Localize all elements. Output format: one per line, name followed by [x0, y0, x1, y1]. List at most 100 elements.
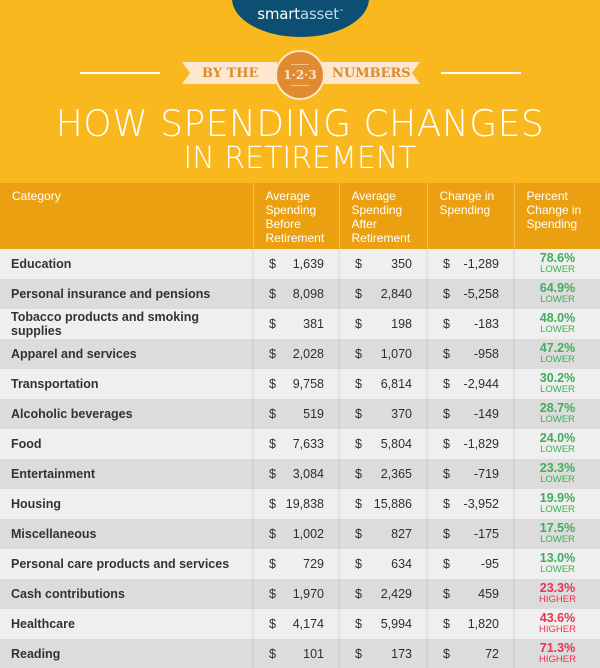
currency-symbol: $ — [443, 407, 450, 421]
currency-symbol: $ — [355, 527, 362, 541]
percent-change-cell: 47.2% LOWER — [514, 339, 600, 369]
after-retirement-cell: $2,429 — [339, 579, 428, 609]
currency-symbol: $ — [355, 467, 362, 481]
percent-value: 23.3% — [539, 581, 576, 595]
direction-label: LOWER — [540, 504, 575, 515]
currency-symbol: $ — [269, 467, 276, 481]
direction-label: LOWER — [540, 474, 575, 485]
direction-label: LOWER — [540, 534, 575, 545]
before-retirement-cell: $101 — [253, 639, 340, 668]
currency-symbol: $ — [443, 527, 450, 541]
page-title: HOW SPENDING CHANGES — [55, 103, 545, 146]
currency-symbol: $ — [355, 257, 362, 271]
before-retirement-value: 4,174 — [292, 617, 324, 631]
change-value: -719 — [473, 467, 499, 481]
before-retirement-value: 1,639 — [292, 257, 324, 271]
column-header-before: Average Spending Before Retirement — [253, 183, 340, 249]
change-value: -1,829 — [463, 437, 499, 451]
percent-change-cell: 48.0% LOWER — [514, 309, 600, 339]
change-cell: $ -5,258 — [427, 279, 515, 309]
currency-symbol: $ — [355, 347, 362, 361]
change-value: -95 — [480, 557, 499, 571]
category-cell: Reading — [0, 639, 254, 668]
currency-symbol: $ — [355, 407, 362, 421]
after-retirement-cell: $173 — [339, 639, 428, 668]
percent-change-cell: 19.9% LOWER — [514, 489, 600, 519]
before-retirement-value: 101 — [303, 647, 324, 661]
before-retirement-cell: $1,970 — [253, 579, 340, 609]
category-cell: Healthcare — [0, 609, 254, 639]
after-retirement-value: 6,814 — [380, 377, 412, 391]
direction-label: LOWER — [540, 414, 575, 425]
category-cell: Apparel and services — [0, 339, 254, 369]
smartasset-logo: smartasset™ — [232, 0, 369, 37]
column-header-percent: Percent Change in Spending — [514, 183, 600, 249]
currency-symbol: $ — [355, 437, 362, 451]
percent-value: 30.2% — [539, 371, 576, 385]
currency-symbol: $ — [355, 557, 362, 571]
page-subtitle: IN RETIREMENT — [183, 141, 417, 176]
percent-value: 71.3% — [539, 641, 576, 655]
before-retirement-value: 729 — [303, 557, 324, 571]
percent-change-cell: 17.5% LOWER — [514, 519, 600, 549]
change-cell: $ -1,289 — [427, 249, 515, 279]
change-value: -958 — [473, 347, 499, 361]
spending-table: Category Average Spending Before Retirem… — [0, 183, 600, 668]
change-value: -2,944 — [463, 377, 499, 391]
change-value: 72 — [485, 647, 499, 661]
direction-label: LOWER — [540, 444, 575, 455]
table-row: Personal care products and services $729 $… — [0, 549, 600, 579]
percent-value: 23.3% — [539, 461, 576, 475]
after-retirement-value: 350 — [391, 257, 412, 271]
percent-value: 48.0% — [539, 311, 576, 325]
percent-value: 28.7% — [539, 401, 576, 415]
logo-text: smartasset™ — [257, 5, 344, 23]
currency-symbol: $ — [269, 497, 276, 511]
before-retirement-cell: $3,084 — [253, 459, 340, 489]
currency-symbol: $ — [355, 317, 362, 331]
category-cell: Cash contributions — [0, 579, 254, 609]
change-cell: $ -149 — [427, 399, 515, 429]
percent-value: 19.9% — [539, 491, 576, 505]
change-value: -183 — [473, 317, 499, 331]
category-cell: Tobacco products and smoking supplies — [0, 309, 254, 339]
percent-change-cell: 30.2% LOWER — [514, 369, 600, 399]
banner-right-text: NUMBERS — [332, 65, 411, 81]
change-value: -149 — [473, 407, 499, 421]
currency-symbol: $ — [443, 437, 450, 451]
before-retirement-value: 19,838 — [285, 497, 324, 511]
after-retirement-value: 15,886 — [373, 497, 412, 511]
table-row: Entertainment $3,084 $2,365 $ -719 23.3% LOWER — [0, 459, 600, 489]
before-retirement-value: 9,758 — [292, 377, 324, 391]
percent-value: 24.0% — [539, 431, 576, 445]
table-row: Reading $101 $173 $72 71.3% HIGHER — [0, 639, 600, 668]
percent-change-cell: 28.7% LOWER — [514, 399, 600, 429]
currency-symbol: $ — [443, 257, 450, 271]
table-row: Food $7,633 $5,804 $ -1,829 24.0% LOWER — [0, 429, 600, 459]
after-retirement-value: 2,429 — [380, 587, 412, 601]
percent-value: 43.6% — [539, 611, 576, 625]
percent-value: 47.2% — [539, 341, 576, 355]
percent-change-cell: 23.3% HIGHER — [514, 579, 600, 609]
after-retirement-cell: $2,365 — [339, 459, 428, 489]
currency-symbol: $ — [355, 497, 362, 511]
banner-ribbon-right: NUMBERS — [322, 62, 420, 84]
percent-change-cell: 78.6% LOWER — [514, 249, 600, 279]
decorative-line-right — [441, 72, 521, 74]
direction-label: LOWER — [540, 264, 575, 275]
after-retirement-value: 1,070 — [380, 347, 412, 361]
category-cell: Housing — [0, 489, 254, 519]
change-cell: $ -183 — [427, 309, 515, 339]
before-retirement-value: 1,970 — [292, 587, 324, 601]
currency-symbol: $ — [269, 347, 276, 361]
percent-change-cell: 64.9% LOWER — [514, 279, 600, 309]
percent-change-cell: 23.3% LOWER — [514, 459, 600, 489]
after-retirement-cell: $827 — [339, 519, 428, 549]
after-retirement-cell: $5,804 — [339, 429, 428, 459]
currency-symbol: $ — [355, 287, 362, 301]
percent-change-cell: 24.0% LOWER — [514, 429, 600, 459]
after-retirement-cell: $370 — [339, 399, 428, 429]
table-row: Education $1,639 $350 $ -1,289 78.6% LOWER — [0, 249, 600, 279]
currency-symbol: $ — [355, 617, 362, 631]
currency-symbol: $ — [269, 527, 276, 541]
